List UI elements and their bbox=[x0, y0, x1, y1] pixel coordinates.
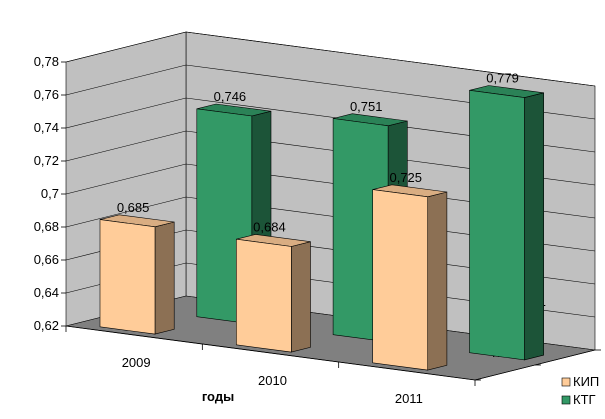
data-label: 0,751 bbox=[350, 99, 383, 114]
legend-label-ktg: КТГ bbox=[573, 392, 596, 407]
data-label: 0,684 bbox=[253, 219, 286, 234]
x-tick-label: 2009 bbox=[122, 355, 151, 370]
gridline bbox=[65, 97, 596, 153]
bar-kip-2010 bbox=[236, 234, 311, 353]
y-tick-label: 0,72 bbox=[34, 153, 59, 168]
bar-ktg-2011 bbox=[469, 85, 545, 361]
legend-swatch-ktg bbox=[561, 395, 571, 405]
legend-swatch-kip bbox=[561, 377, 571, 387]
bar-front bbox=[236, 238, 292, 353]
bar-kip-2009 bbox=[99, 214, 175, 335]
y-tick-label: 0,66 bbox=[34, 252, 59, 267]
x-tick-label: 2011 bbox=[395, 391, 423, 406]
x-axis-line bbox=[65, 325, 476, 381]
bar-front bbox=[99, 219, 156, 335]
y-tick-label: 0,78 bbox=[34, 54, 59, 69]
y-tick-label: 0,74 bbox=[34, 120, 59, 135]
bar-side bbox=[154, 221, 175, 335]
data-label: 0,685 bbox=[117, 200, 150, 215]
y-tick-label: 0,68 bbox=[34, 219, 59, 234]
bar-kip-2011 bbox=[372, 184, 448, 371]
bars bbox=[99, 85, 545, 371]
y-tick-label: 0,62 bbox=[34, 318, 59, 333]
gridline bbox=[65, 130, 596, 186]
bar-side bbox=[290, 241, 311, 353]
bar-side bbox=[524, 92, 545, 361]
x-axis-title: годы bbox=[202, 389, 234, 404]
data-label: 0,725 bbox=[389, 170, 422, 185]
gridline bbox=[65, 163, 596, 219]
legend: КИП КТГ bbox=[561, 374, 599, 407]
bar-side bbox=[427, 191, 448, 371]
gridline bbox=[65, 196, 596, 252]
data-label: 0,746 bbox=[214, 89, 247, 104]
y-tick-label: 0,7 bbox=[41, 186, 59, 201]
y-tick-label: 0,64 bbox=[34, 285, 59, 300]
data-label: 0,779 bbox=[486, 71, 519, 86]
bar-front bbox=[469, 89, 525, 361]
legend-label-kip: КИП bbox=[573, 374, 599, 389]
x-tick-label: 2010 bbox=[258, 373, 287, 388]
bar-front bbox=[372, 189, 429, 371]
labels: 0,746 0,751 0,779 0,685 0,684 0,725 bbox=[117, 71, 519, 235]
gridline bbox=[65, 31, 596, 87]
gridline bbox=[65, 64, 596, 120]
y-tick-label: 0,76 bbox=[34, 87, 59, 102]
